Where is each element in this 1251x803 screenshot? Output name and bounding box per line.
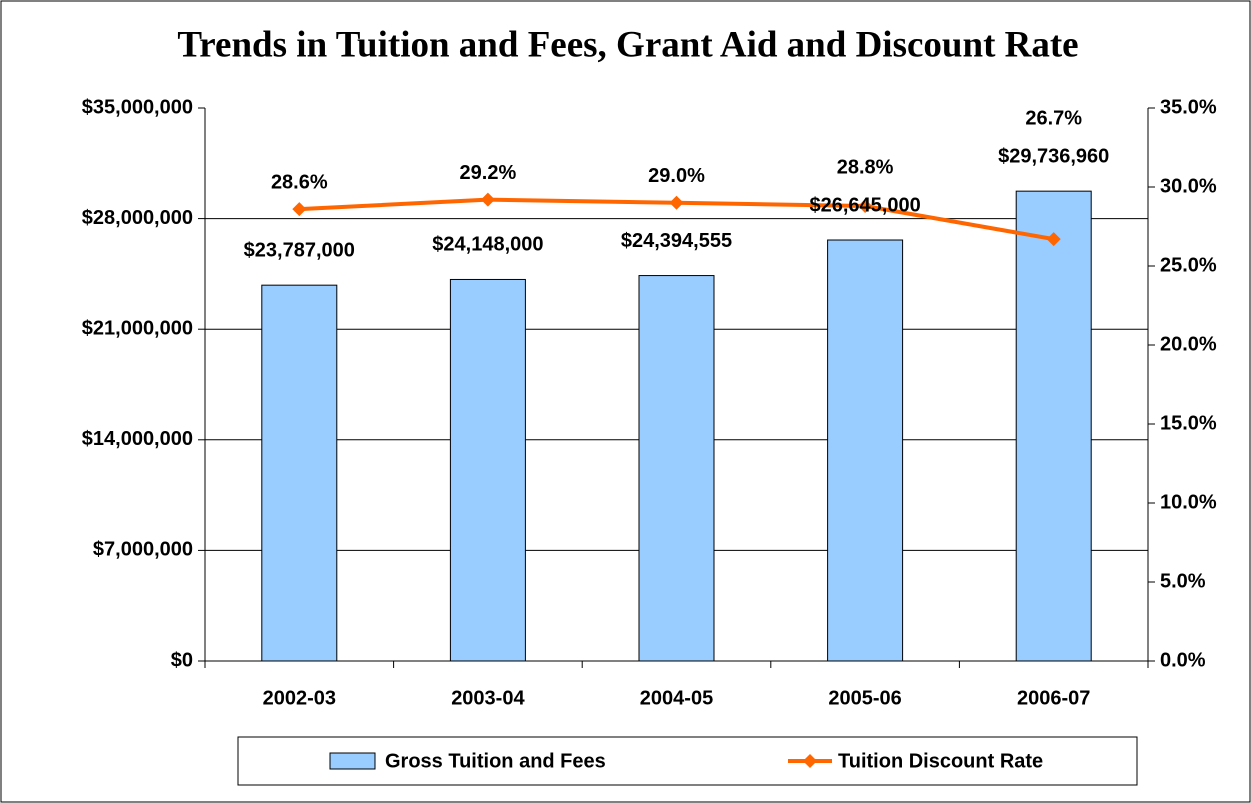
legend-swatch-marker bbox=[803, 754, 817, 768]
y2-tick-label: 5.0% bbox=[1160, 570, 1206, 592]
line-value-label: 29.0% bbox=[648, 165, 705, 187]
x-tick-label: 2002-03 bbox=[263, 687, 336, 709]
line-value-label: 26.7% bbox=[1025, 107, 1082, 129]
bar-value-label: $24,148,000 bbox=[432, 234, 543, 256]
legend-swatch-bar bbox=[329, 752, 376, 770]
y-tick-label: $28,000,000 bbox=[82, 207, 193, 229]
y-tick-label: $14,000,000 bbox=[82, 428, 193, 450]
legend-label: Tuition Discount Rate bbox=[838, 750, 1043, 772]
bar bbox=[638, 275, 715, 662]
line-marker bbox=[669, 195, 684, 210]
y2-tick-label: 35.0% bbox=[1160, 96, 1217, 118]
line-value-label: 28.8% bbox=[837, 156, 894, 178]
line-marker bbox=[1046, 232, 1061, 247]
x-tick-label: 2004-05 bbox=[640, 687, 713, 709]
y2-tick-label: 25.0% bbox=[1160, 254, 1217, 276]
y-tick-label: $0 bbox=[171, 649, 193, 671]
y2-tick-label: 15.0% bbox=[1160, 412, 1217, 434]
y2-tick-label: 20.0% bbox=[1160, 333, 1217, 355]
bar-value-label: $24,394,555 bbox=[621, 230, 732, 252]
y-tick-label: $7,000,000 bbox=[93, 539, 193, 561]
bar-value-label: $23,787,000 bbox=[244, 239, 355, 261]
y2-tick-label: 0.0% bbox=[1160, 649, 1206, 671]
line-marker bbox=[480, 192, 495, 207]
y-tick-label: $35,000,000 bbox=[82, 96, 193, 118]
line-value-label: 29.2% bbox=[460, 162, 517, 184]
bar bbox=[261, 284, 338, 662]
bar-value-label: $29,736,960 bbox=[998, 145, 1109, 167]
legend-label: Gross Tuition and Fees bbox=[385, 750, 606, 772]
bar bbox=[449, 278, 526, 662]
x-tick-label: 2003-04 bbox=[451, 687, 525, 709]
y-tick-label: $21,000,000 bbox=[82, 317, 193, 339]
bar-value-label: $26,645,000 bbox=[809, 194, 920, 216]
legend-box bbox=[237, 736, 1138, 786]
line-marker bbox=[292, 202, 307, 217]
x-tick-label: 2005-06 bbox=[828, 687, 901, 709]
line-value-label: 28.6% bbox=[271, 171, 328, 193]
y2-tick-label: 30.0% bbox=[1160, 175, 1217, 197]
bar bbox=[827, 239, 904, 662]
line-marker bbox=[858, 198, 873, 213]
y2-tick-label: 10.0% bbox=[1160, 491, 1217, 513]
x-tick-label: 2006-07 bbox=[1017, 687, 1090, 709]
bar bbox=[1015, 190, 1092, 662]
chart-title: Trends in Tuition and Fees, Grant Aid an… bbox=[177, 24, 1078, 65]
